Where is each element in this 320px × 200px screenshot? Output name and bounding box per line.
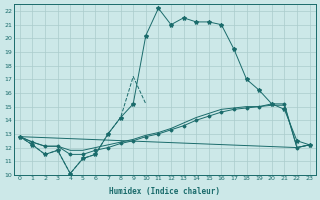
X-axis label: Humidex (Indice chaleur): Humidex (Indice chaleur) — [109, 187, 220, 196]
